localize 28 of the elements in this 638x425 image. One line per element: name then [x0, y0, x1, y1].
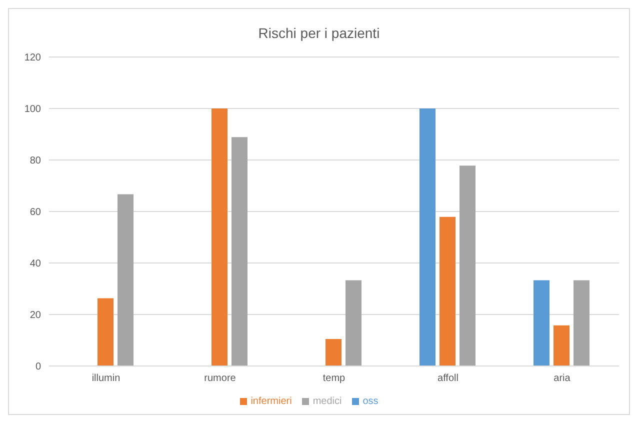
- bar: [574, 280, 590, 366]
- y-tick-label: 80: [30, 156, 42, 167]
- x-tick-label: aria: [554, 373, 571, 384]
- bar: [326, 338, 342, 366]
- y-tick-label: 60: [30, 207, 42, 218]
- bar: [440, 216, 456, 366]
- bar: [232, 137, 248, 366]
- bar: [534, 280, 550, 366]
- bar: [212, 108, 228, 366]
- bar: [98, 298, 114, 366]
- x-tick-label: illumin: [92, 373, 120, 384]
- x-tick-label: temp: [322, 373, 346, 384]
- y-tick-label: 40: [30, 258, 42, 270]
- bar: [420, 108, 436, 366]
- bar: [346, 280, 362, 366]
- bar: [554, 325, 570, 366]
- bar: [118, 194, 134, 366]
- y-tick-label: 100: [24, 104, 42, 116]
- y-tick-label: 0: [35, 362, 42, 373]
- x-tick-label: rumore: [204, 373, 236, 384]
- legend-label: infermieri: [250, 396, 292, 407]
- legend-label: oss: [362, 396, 378, 407]
- chart-title: Rischi per i pazienti: [257, 24, 381, 43]
- x-tick-label: affoll: [438, 373, 458, 384]
- y-tick-label: 20: [30, 310, 42, 322]
- y-tick-label: 120: [24, 52, 42, 64]
- bar: [460, 166, 476, 366]
- legend-label: medici: [312, 396, 342, 407]
